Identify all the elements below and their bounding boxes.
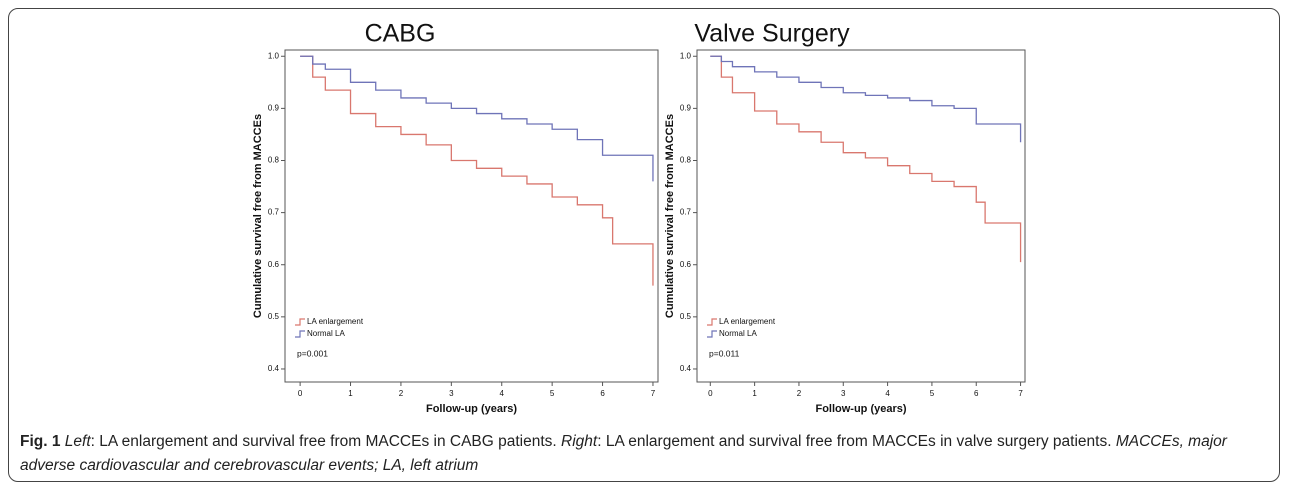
survival-curve [300, 55, 654, 182]
survival-curve [710, 55, 1022, 263]
chart-title: CABG [365, 20, 436, 48]
x-tick-label: 7 [1018, 389, 1023, 398]
y-tick-label: 0.4 [680, 364, 692, 373]
x-axis-label: Follow-up (years) [426, 403, 517, 415]
caption-left: Left [64, 433, 91, 450]
figure-frame [8, 8, 1280, 482]
caption-label: Fig. 1 [20, 433, 61, 450]
plot-frame [284, 49, 659, 383]
legend-swatch [707, 330, 717, 338]
x-tick-label: 4 [885, 389, 890, 398]
legend-label: LA enlargement [719, 317, 776, 326]
y-tick-label: 0.7 [680, 208, 692, 217]
survival-curve [710, 55, 1022, 143]
legend-swatch [707, 318, 717, 326]
y-tick-label: 0.5 [680, 312, 692, 321]
legend-label: Normal LA [307, 329, 345, 338]
plot-frame [696, 49, 1026, 383]
y-tick-label: 0.5 [268, 312, 280, 321]
x-tick-label: 1 [348, 389, 353, 398]
x-tick-label: 5 [550, 389, 555, 398]
caption-abbreviations: MACCEs, major adverse cardiovascular and… [20, 433, 1227, 474]
y-tick-label: 0.6 [268, 260, 280, 269]
legend-swatch [295, 330, 305, 338]
y-tick-label: 0.9 [680, 103, 692, 112]
x-tick-label: 6 [600, 389, 605, 398]
legend-label: LA enlargement [307, 317, 364, 326]
y-tick-label: 0.9 [268, 103, 280, 112]
y-axis-label: Cumulative survival free from MACCEs [252, 114, 264, 318]
y-tick-label: 1.0 [680, 51, 692, 60]
legend-label: Normal LA [719, 329, 757, 338]
y-axis-label: Cumulative survival free from MACCEs [664, 114, 676, 318]
survival-curve [300, 55, 654, 286]
caption-text: : LA enlargement and survival free from … [90, 433, 562, 450]
y-tick-label: 0.8 [268, 156, 280, 165]
x-tick-label: 5 [930, 389, 935, 398]
y-tick-label: 1.0 [268, 51, 280, 60]
y-tick-label: 0.6 [680, 260, 692, 269]
x-tick-label: 2 [797, 389, 802, 398]
x-tick-label: 0 [298, 389, 303, 398]
chart-title: Valve Surgery [694, 20, 850, 48]
caption-text: : LA enlargement and survival free from … [597, 433, 1116, 450]
x-tick-label: 0 [708, 389, 713, 398]
annotation: p=0.001 [297, 348, 328, 358]
caption: Fig. 1 Left: LA enlargement and survival… [20, 430, 1260, 478]
x-tick-label: 2 [399, 389, 404, 398]
x-tick-label: 7 [651, 389, 656, 398]
x-tick-label: 4 [500, 389, 505, 398]
y-tick-label: 0.4 [268, 364, 280, 373]
x-axis-label: Follow-up (years) [815, 403, 906, 415]
figure: CABG 0.4 0.5 0.6 0.7 0.8 0.9 1.0 0 1 2 3 4 5 6 7 Follow-… [252, 20, 1026, 415]
legend-swatch [295, 318, 305, 326]
x-tick-label: 6 [974, 389, 979, 398]
annotation: p=0.011 [709, 348, 740, 358]
y-tick-label: 0.8 [680, 156, 692, 165]
x-tick-label: 3 [841, 389, 846, 398]
x-tick-label: 3 [449, 389, 454, 398]
caption-right: Right [561, 433, 598, 450]
x-tick-label: 1 [752, 389, 757, 398]
y-tick-label: 0.7 [268, 208, 280, 217]
